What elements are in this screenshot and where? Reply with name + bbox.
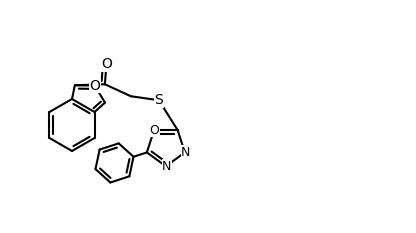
Text: N: N: [162, 160, 171, 173]
Text: O: O: [89, 79, 100, 93]
Text: N: N: [181, 146, 191, 159]
Text: O: O: [149, 123, 159, 137]
Text: S: S: [154, 93, 163, 107]
Text: O: O: [101, 57, 112, 71]
